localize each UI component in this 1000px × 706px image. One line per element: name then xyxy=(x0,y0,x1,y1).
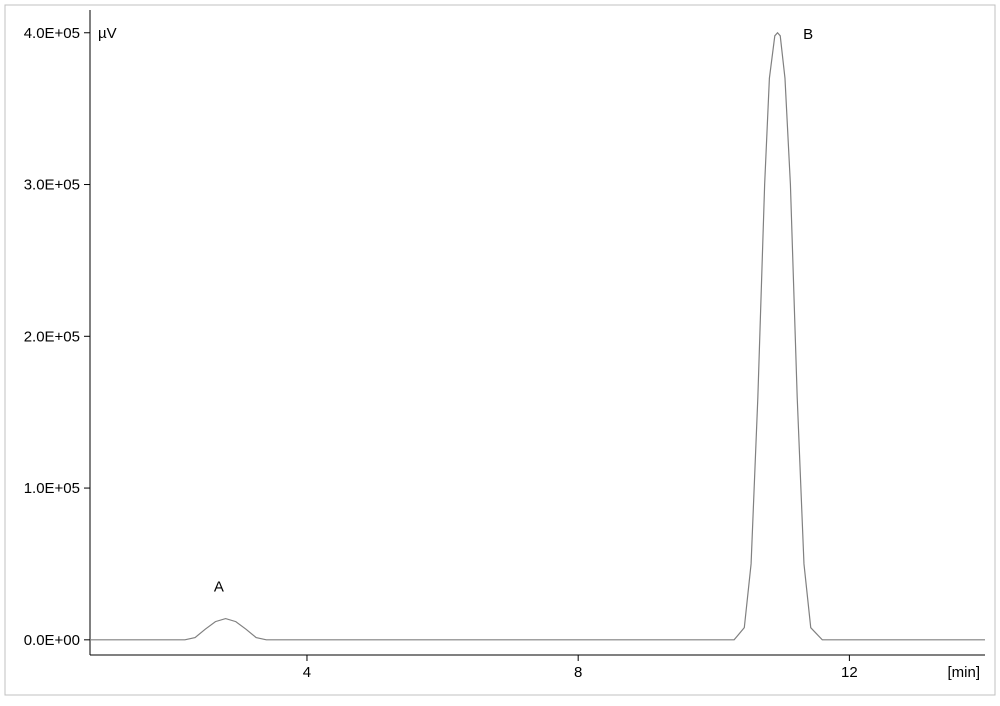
x-unit-label: [min] xyxy=(947,664,980,681)
x-tick-label: 4 xyxy=(303,664,311,681)
y-tick-label: 2.0E+05 xyxy=(24,328,80,345)
chromatogram-chart: 0.0E+00 1.0E+05 2.0E+05 3.0E+05 4.0E+05 4 8 12 µ… xyxy=(0,0,1000,706)
x-tick-label: 12 xyxy=(841,664,858,681)
y-tick-label: 3.0E+05 xyxy=(24,177,80,194)
peak-label-b: B xyxy=(803,26,813,43)
y-tick-label: 0.0E+00 xyxy=(24,632,80,649)
y-unit-label: µV xyxy=(98,25,117,42)
y-tick-label: 4.0E+05 xyxy=(24,25,80,42)
plot-border xyxy=(5,5,995,695)
chart-svg: 0.0E+00 1.0E+05 2.0E+05 3.0E+05 4.0E+05 4 8 12 µ… xyxy=(0,0,1000,706)
x-tick-label: 8 xyxy=(574,664,582,681)
y-tick-label: 1.0E+05 xyxy=(24,480,80,497)
peak-label-a: A xyxy=(214,578,224,595)
chromatogram-trace xyxy=(90,33,985,640)
